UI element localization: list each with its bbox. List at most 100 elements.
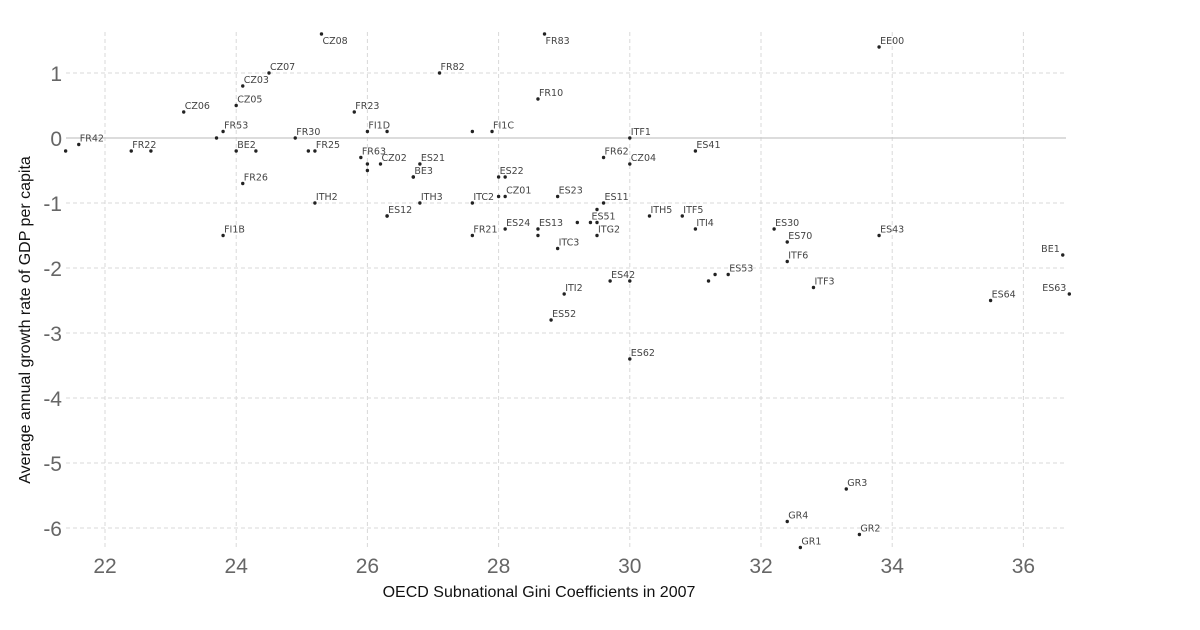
data-point [385, 214, 389, 218]
point-label: CZ07 [270, 62, 295, 73]
y-tick-label: -3 [43, 323, 62, 346]
data-point [254, 149, 258, 153]
point-label: FR21 [473, 225, 497, 236]
point-label: ES22 [500, 166, 524, 177]
y-tick-label: 0 [50, 128, 62, 151]
point-label: ES12 [388, 205, 412, 216]
data-point [772, 227, 776, 231]
data-point [713, 272, 717, 277]
data-point [785, 240, 789, 244]
axis-ticks: 22 24 26 28 30 32 34 36 1 0 -1 -2 -3 -4 -5 -6 [43, 63, 1035, 578]
data-point [647, 214, 652, 218]
data-point [536, 233, 540, 238]
data-point [365, 168, 370, 173]
data-point [313, 149, 317, 153]
data-point [496, 194, 501, 199]
data-point [542, 32, 547, 36]
point-label: ITF6 [788, 251, 808, 262]
point-label: FI1D [368, 121, 390, 132]
data-point [352, 110, 356, 114]
point-label: CZ03 [244, 75, 269, 86]
point-label: FR42 [80, 134, 104, 145]
y-tick-label: -5 [43, 453, 62, 476]
data-point [418, 201, 422, 205]
point-label: FR22 [132, 140, 156, 151]
point-label: FI1C [493, 121, 514, 132]
point-label: ITH2 [316, 192, 338, 203]
y-tick-label: 1 [50, 63, 62, 86]
point-label: FI1B [224, 225, 245, 236]
point-label: CZ01 [506, 186, 531, 197]
data-point [693, 149, 698, 153]
data-point [588, 220, 593, 225]
x-tick-label: 36 [1012, 555, 1035, 578]
point-label: ES43 [880, 225, 904, 236]
data-point [437, 71, 442, 75]
data-point [470, 129, 475, 134]
data-point [1067, 292, 1072, 296]
data-point [214, 136, 219, 140]
data-point [575, 220, 580, 225]
point-label: GR3 [847, 478, 867, 489]
data-point [628, 136, 632, 140]
data-point [365, 162, 370, 166]
data-point [595, 233, 599, 238]
data-point [877, 45, 881, 49]
data-point [608, 279, 612, 283]
data-point [601, 155, 606, 160]
point-label: ES64 [992, 290, 1016, 301]
data-point [129, 149, 133, 153]
data-point [555, 194, 560, 199]
data-point [221, 233, 225, 238]
point-label: ES24 [506, 218, 530, 229]
point-label: GR2 [860, 524, 880, 535]
y-tick-label: -4 [43, 388, 62, 411]
point-label: ES53 [729, 264, 753, 275]
data-point [496, 175, 501, 179]
data-point [418, 162, 422, 166]
point-label: ES62 [631, 348, 655, 359]
data-point [595, 207, 599, 212]
x-tick-label: 22 [93, 555, 116, 578]
point-label: BE3 [414, 166, 433, 177]
data-point [693, 227, 698, 231]
y-tick-label: -2 [43, 258, 62, 281]
x-tick-label: 28 [487, 555, 510, 578]
point-label: ITG2 [598, 225, 620, 236]
data-point [63, 149, 68, 153]
data-point [385, 129, 389, 134]
data-point [798, 545, 803, 550]
point-label: FR10 [539, 88, 563, 99]
point-label: FR26 [244, 173, 268, 184]
point-label: ITI4 [696, 218, 713, 229]
data-point [562, 292, 566, 296]
point-label: ES63 [1042, 283, 1066, 294]
data-point [77, 142, 81, 147]
data-point [595, 220, 599, 225]
point-label: ITH3 [421, 192, 443, 203]
x-tick-label: 30 [618, 555, 641, 578]
point-label: ES21 [421, 153, 445, 164]
y-tick-label: -1 [43, 193, 62, 216]
grid-lines [66, 32, 1066, 548]
point-label: CZ08 [322, 36, 347, 47]
point-label: FR30 [296, 127, 320, 138]
point-label: GR4 [788, 511, 808, 522]
point-label: FR23 [355, 101, 379, 112]
x-axis-title: OECD Subnational Gini Coefficients in 20… [383, 584, 696, 601]
data-point [680, 214, 684, 218]
data-point [411, 175, 416, 179]
point-label: FR62 [605, 147, 629, 158]
point-label: ITF1 [631, 127, 651, 138]
data-point [844, 487, 848, 491]
point-label: GR1 [801, 537, 821, 548]
x-tick-label: 32 [749, 555, 772, 578]
point-label: ITC3 [559, 238, 580, 249]
data-point [503, 194, 507, 199]
point-label: ES51 [591, 212, 615, 223]
data-point [306, 149, 311, 153]
data-point [470, 233, 475, 238]
data-point [149, 149, 153, 153]
data-point [1061, 253, 1065, 257]
